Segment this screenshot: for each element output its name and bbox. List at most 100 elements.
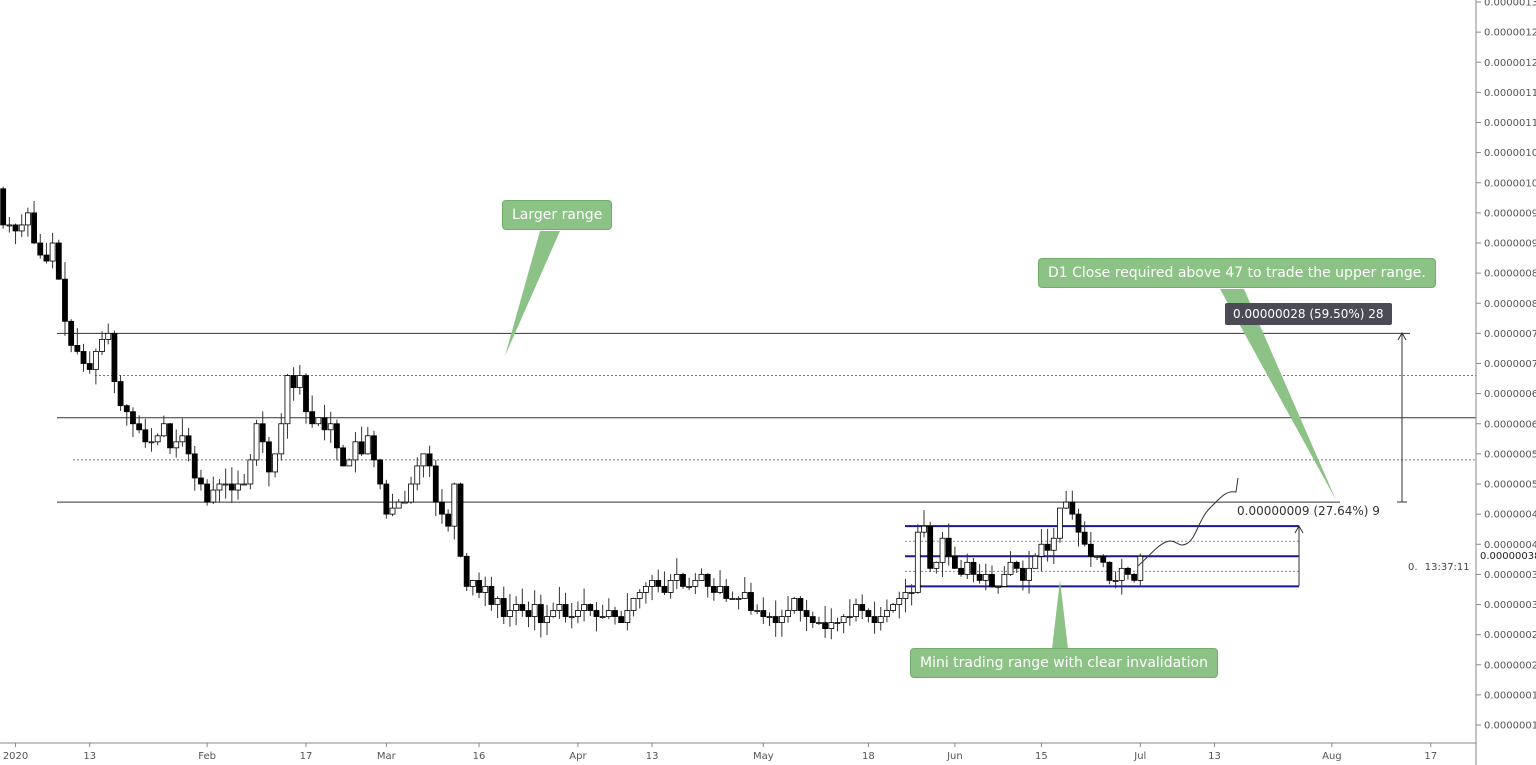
candle-up bbox=[352, 441, 359, 461]
candle-up bbox=[253, 423, 260, 461]
candle-down bbox=[309, 411, 316, 425]
time-tick-label: 13 bbox=[646, 751, 659, 762]
candle-down bbox=[970, 561, 977, 575]
candle-down bbox=[525, 610, 532, 617]
candle-up bbox=[6, 224, 13, 227]
candle-up bbox=[179, 435, 186, 443]
candle-up bbox=[395, 501, 402, 509]
candle-up bbox=[210, 489, 217, 503]
candle-up bbox=[908, 592, 915, 594]
candle-down bbox=[68, 320, 75, 346]
candle-up bbox=[890, 604, 896, 611]
price-tick-label: 0.00000025 bbox=[1484, 630, 1536, 641]
candle-up bbox=[791, 598, 798, 611]
candle-up bbox=[884, 610, 890, 617]
candle-up bbox=[284, 375, 291, 425]
time-tick-label: Jul bbox=[1133, 751, 1146, 762]
candle-up bbox=[630, 598, 637, 611]
candle-down bbox=[86, 363, 93, 370]
candle-up bbox=[494, 598, 501, 605]
candle-up bbox=[296, 375, 303, 388]
candle-up bbox=[401, 501, 408, 504]
candle-up bbox=[766, 616, 773, 618]
time-axis[interactable]: 2020 13 Feb 17 Mar 16 Apr 13 May 18 Jun 15 Jul 13 Aug 1… bbox=[3, 743, 1437, 762]
candle-up bbox=[414, 465, 421, 485]
candle-down bbox=[340, 447, 346, 467]
candle-down bbox=[952, 555, 958, 569]
price-tick-label: 0.00000055 bbox=[1484, 449, 1536, 460]
candle-up bbox=[853, 604, 859, 617]
time-tick-label: 13 bbox=[83, 751, 96, 762]
candle-up bbox=[778, 616, 785, 623]
candle-up bbox=[247, 459, 254, 485]
candle-down bbox=[130, 411, 136, 425]
countdown-label: 0. 13:37:11 bbox=[1408, 562, 1470, 574]
price-tick-label: 0.00000015 bbox=[1484, 690, 1536, 701]
candle-up bbox=[389, 507, 396, 515]
candle-up bbox=[99, 338, 105, 352]
candle-up bbox=[624, 610, 631, 623]
candle-down bbox=[321, 417, 328, 431]
price-tick-label: 0.00000075 bbox=[1484, 329, 1536, 340]
candle-down bbox=[358, 441, 365, 455]
measure-arrow-small-head bbox=[1294, 524, 1304, 534]
candle-up bbox=[1112, 580, 1119, 582]
candle-up bbox=[575, 610, 581, 617]
candle-up bbox=[544, 616, 550, 623]
candle-down bbox=[865, 610, 872, 617]
candle-down bbox=[142, 429, 149, 443]
candle-down bbox=[204, 483, 211, 503]
callout-pointer-larger-range bbox=[505, 231, 560, 356]
candle-up bbox=[241, 483, 248, 486]
candle-down bbox=[62, 278, 68, 322]
candle-down bbox=[1069, 501, 1076, 515]
candle-down bbox=[259, 423, 266, 443]
time-tick-label: Feb bbox=[198, 751, 216, 762]
callout-d1-close: D1 Close required above 47 to trade the … bbox=[1038, 258, 1436, 288]
candle-up bbox=[451, 483, 458, 527]
price-tick-label: 0.00000035 bbox=[1484, 570, 1536, 581]
candle-up bbox=[1038, 543, 1045, 557]
time-tick-label: 18 bbox=[862, 751, 875, 762]
candle-down bbox=[1019, 567, 1026, 581]
price-tick-label: 0.00000085 bbox=[1484, 269, 1536, 280]
candle-down bbox=[989, 573, 995, 587]
callout-larger-range: Larger range bbox=[502, 200, 613, 230]
candle-up bbox=[24, 212, 31, 226]
time-tick-label: May bbox=[753, 751, 774, 762]
price-tick-label: 0.00000115 bbox=[1484, 88, 1536, 99]
callout-pointer-mini-range bbox=[1052, 580, 1068, 649]
candle-down bbox=[1044, 543, 1051, 551]
candle-down bbox=[476, 580, 482, 593]
candle-down bbox=[1106, 561, 1113, 581]
candle-down bbox=[80, 351, 87, 364]
candle-down bbox=[1087, 543, 1094, 557]
candle-up bbox=[1050, 537, 1057, 551]
candle-up bbox=[222, 483, 229, 486]
price-tick-label: 0.00000095 bbox=[1484, 208, 1536, 219]
candle-up bbox=[278, 423, 285, 455]
candle-down bbox=[803, 610, 810, 617]
candle-down bbox=[117, 381, 124, 407]
candle-up bbox=[1094, 555, 1100, 558]
candle-up bbox=[216, 483, 223, 491]
candle-down bbox=[123, 405, 130, 413]
candle-up bbox=[315, 417, 322, 425]
candle-up bbox=[896, 598, 903, 605]
candle-down bbox=[500, 598, 507, 617]
candle-up bbox=[1137, 555, 1144, 581]
candle-up bbox=[914, 531, 921, 593]
candle-down bbox=[111, 332, 118, 382]
candle-down bbox=[1013, 561, 1020, 569]
candle-up bbox=[686, 586, 693, 588]
time-tick-label: 2020 bbox=[3, 751, 28, 762]
candle-down bbox=[1131, 573, 1138, 581]
current-price-label: 0.00000038 bbox=[1478, 552, 1536, 562]
candle-up bbox=[531, 604, 538, 617]
time-tick-label: 17 bbox=[1424, 751, 1437, 762]
candle-up bbox=[364, 435, 371, 455]
